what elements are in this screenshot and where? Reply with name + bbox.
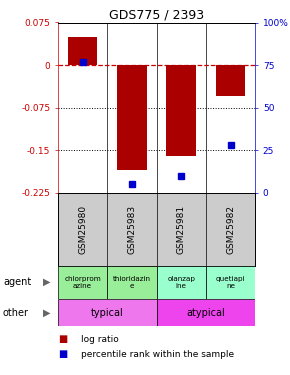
Bar — [206, 266, 255, 299]
Bar — [216, 65, 245, 96]
Bar — [107, 266, 157, 299]
Title: GDS775 / 2393: GDS775 / 2393 — [109, 8, 204, 21]
Bar — [157, 266, 206, 299]
Bar — [166, 65, 196, 156]
Text: ■: ■ — [58, 334, 67, 344]
Text: GSM25982: GSM25982 — [226, 204, 235, 254]
Text: typical: typical — [91, 308, 124, 318]
Text: atypical: atypical — [186, 308, 225, 318]
Bar — [117, 65, 147, 170]
Text: quetiapi
ne: quetiapi ne — [216, 276, 245, 289]
Text: ■: ■ — [58, 350, 67, 359]
Bar — [157, 299, 255, 326]
Text: GSM25981: GSM25981 — [177, 204, 186, 254]
Text: ▶: ▶ — [43, 308, 50, 318]
Text: olanzap
ine: olanzap ine — [167, 276, 195, 289]
Text: log ratio: log ratio — [81, 335, 119, 344]
Text: other: other — [3, 308, 29, 318]
Bar — [68, 37, 97, 65]
Text: GSM25983: GSM25983 — [127, 204, 137, 254]
Text: agent: agent — [3, 277, 31, 287]
Text: ▶: ▶ — [43, 277, 50, 287]
Text: thioridazin
e: thioridazin e — [113, 276, 151, 289]
Text: chlorprom
azine: chlorprom azine — [64, 276, 101, 289]
Bar — [58, 299, 157, 326]
Text: GSM25980: GSM25980 — [78, 204, 87, 254]
Text: percentile rank within the sample: percentile rank within the sample — [81, 350, 234, 359]
Bar — [58, 266, 107, 299]
